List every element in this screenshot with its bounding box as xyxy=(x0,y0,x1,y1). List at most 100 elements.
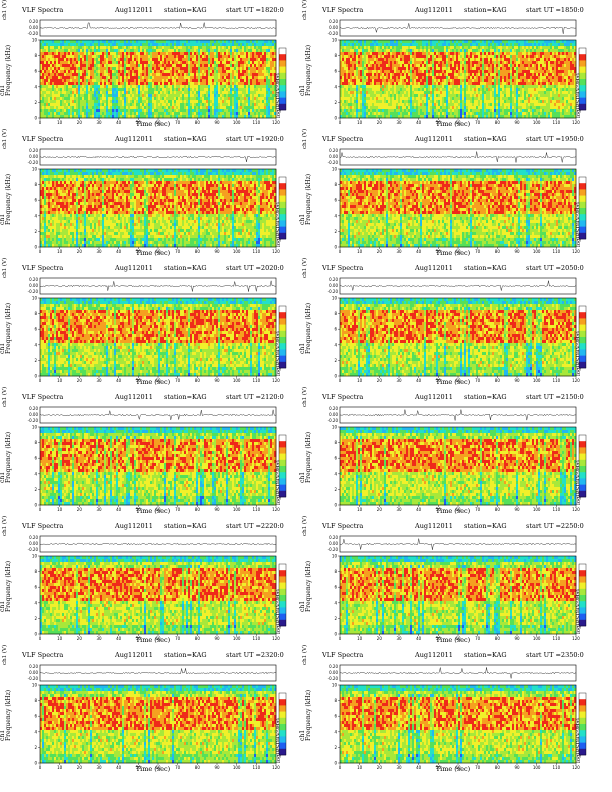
waveform-tick-label: 0.20 xyxy=(329,277,338,282)
waveform-tick-label: -0.20 xyxy=(328,547,339,552)
panel-date: Aug112011 xyxy=(415,264,453,272)
y-tick-label: 0 xyxy=(334,761,337,766)
y-tick-label: 4 xyxy=(334,84,337,89)
waveform-tick-label: -0.20 xyxy=(328,289,339,294)
panel-date: Aug112011 xyxy=(415,393,453,401)
y-tick-label: 4 xyxy=(34,600,37,605)
x-tick-label: 0 xyxy=(339,765,342,770)
x-tick-label: 20 xyxy=(377,765,383,770)
waveform-tick-label: 0.00 xyxy=(329,541,338,546)
x-axis-label: Time (sec) xyxy=(103,249,203,257)
x-tick-label: 40 xyxy=(116,507,122,512)
panel-station: station=KAG xyxy=(464,393,507,401)
x-tick-label: 80 xyxy=(495,765,501,770)
y-tick-label: 4 xyxy=(34,342,37,347)
panel-start-ut: start UT =1850:0 xyxy=(526,6,584,14)
waveform-tick-label: -0.20 xyxy=(328,418,339,423)
vlf-panel: VLF Spectra Aug112011 station=KAG start UT … xyxy=(299,258,598,392)
waveform-tick-label: -0.20 xyxy=(28,289,39,294)
y-tick-label: 8 xyxy=(334,698,337,703)
panel-station: station=KAG xyxy=(464,135,507,143)
y-tick-label: 4 xyxy=(334,213,337,218)
x-tick-label: 110 xyxy=(253,765,261,770)
spectrogram xyxy=(340,169,577,248)
x-tick-label: 50 xyxy=(436,765,442,770)
x-tick-label: 20 xyxy=(77,120,83,125)
panel-start-ut: start UT =2120:0 xyxy=(226,393,284,401)
spectrogram xyxy=(340,556,577,635)
x-tick-label: 10 xyxy=(57,378,63,383)
y-tick-label: 6 xyxy=(34,456,37,461)
x-tick-label: 0 xyxy=(39,120,42,125)
x-tick-label: 0 xyxy=(39,378,42,383)
colorbar xyxy=(278,305,287,369)
panel-title: VLF Spectra xyxy=(22,264,63,272)
x-tick-label: 40 xyxy=(416,507,422,512)
panel-date: Aug112011 xyxy=(115,393,153,401)
x-tick-label: 70 xyxy=(475,636,481,641)
panel-station: station=KAG xyxy=(164,651,207,659)
x-tick-label: 10 xyxy=(357,507,363,512)
spectrogram xyxy=(340,685,577,764)
waveform-box xyxy=(39,148,277,166)
waveform-tick-label: 0.00 xyxy=(29,412,38,417)
x-tick-label: 40 xyxy=(116,765,122,770)
spectrogram xyxy=(340,298,577,377)
panel-title: VLF Spectra xyxy=(22,522,63,530)
waveform-line xyxy=(39,22,277,30)
x-tick-label: 10 xyxy=(57,507,63,512)
y-tick-label: 4 xyxy=(34,471,37,476)
waveform-line xyxy=(39,542,277,546)
y-tick-label: 0 xyxy=(334,245,337,250)
x-tick-label: 100 xyxy=(233,507,241,512)
x-tick-label: 70 xyxy=(475,378,481,383)
y-tick-label: 6 xyxy=(334,714,337,719)
y-tick-label: 0 xyxy=(34,761,37,766)
spectrogram xyxy=(40,685,277,764)
x-tick-label: 0 xyxy=(339,507,342,512)
x-tick-label: 60 xyxy=(155,765,161,770)
x-tick-label: 70 xyxy=(475,120,481,125)
waveform-tick-label: 0.00 xyxy=(329,154,338,159)
x-tick-label: 110 xyxy=(253,636,261,641)
y-tick-label: 4 xyxy=(34,213,37,218)
y-tick-label: 0 xyxy=(34,116,37,121)
x-tick-label: 110 xyxy=(553,507,561,512)
vlf-panel: VLF Spectra Aug112011 station=KAG start UT … xyxy=(299,129,598,263)
x-tick-label: 100 xyxy=(533,765,541,770)
x-tick-label: 40 xyxy=(416,249,422,254)
x-tick-label: 50 xyxy=(136,378,142,383)
waveform-tick-label: -0.20 xyxy=(28,160,39,165)
panel-station: station=KAG xyxy=(164,135,207,143)
waveform-line xyxy=(39,668,277,675)
waveform-tick-label: 0.20 xyxy=(329,406,338,411)
x-tick-label: 90 xyxy=(214,378,220,383)
waveform-box xyxy=(39,535,277,553)
x-axis-label: Time (sec) xyxy=(403,120,503,128)
x-tick-label: 60 xyxy=(155,378,161,383)
x-tick-label: 70 xyxy=(175,378,181,383)
waveform-box xyxy=(339,535,577,553)
panel-start-ut: start UT =2220:0 xyxy=(226,522,284,530)
colorbar xyxy=(578,47,587,111)
panel-station: station=KAG xyxy=(164,393,207,401)
x-tick-label: 30 xyxy=(96,507,102,512)
y-tick-label: 6 xyxy=(34,714,37,719)
x-tick-label: 40 xyxy=(116,120,122,125)
x-tick-label: 50 xyxy=(136,249,142,254)
panel-title: VLF Spectra xyxy=(322,522,363,530)
panel-start-ut: start UT =2250:0 xyxy=(526,522,584,530)
y-tick-label: 4 xyxy=(334,471,337,476)
waveform-tick-label: 0.20 xyxy=(29,664,38,669)
panel-plot: 0.200.00-0.200 10 20 30 40 50 60 70 80 90 100 110 12… xyxy=(28,535,287,641)
y-tick-label: 2 xyxy=(334,487,337,492)
x-tick-label: 10 xyxy=(357,378,363,383)
panel-plot: 0.200.00-0.200 10 20 30 40 50 60 70 80 90 100 110 12… xyxy=(328,406,587,512)
x-tick-label: 0 xyxy=(339,636,342,641)
x-tick-label: 40 xyxy=(416,765,422,770)
y-tick-label: 4 xyxy=(34,84,37,89)
x-tick-label: 60 xyxy=(155,636,161,641)
y-tick-label: 10 xyxy=(332,683,338,688)
x-tick-label: 80 xyxy=(495,507,501,512)
y-tick-label: 2 xyxy=(34,100,37,105)
